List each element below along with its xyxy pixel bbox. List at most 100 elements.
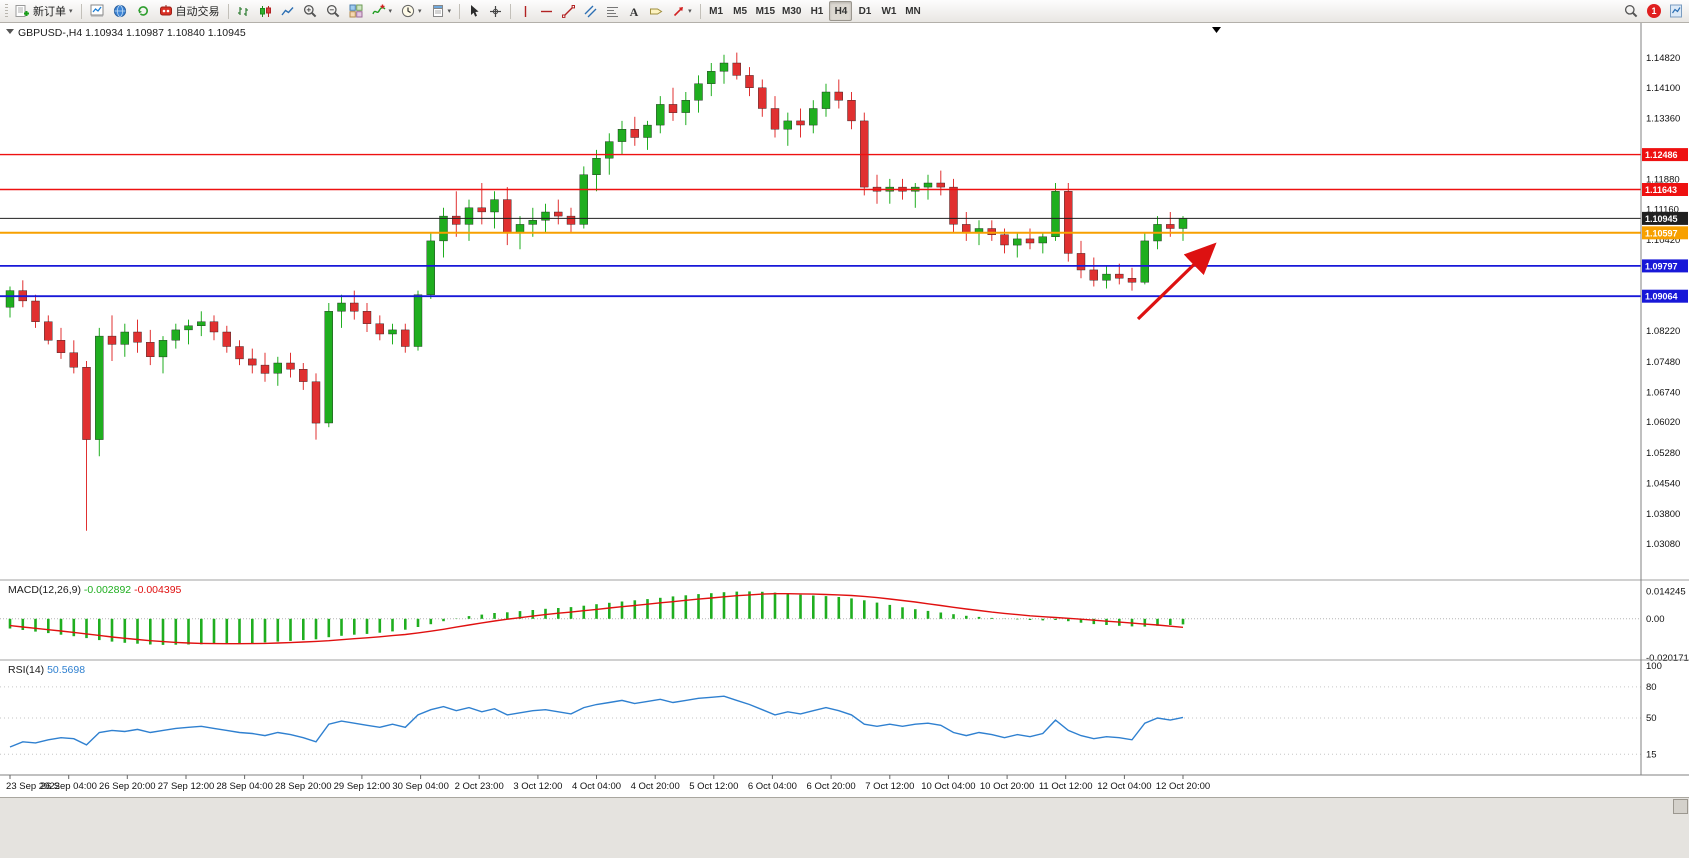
panel-button[interactable] xyxy=(1666,1,1686,21)
svg-text:1.08220: 1.08220 xyxy=(1646,326,1680,337)
line-chart-button[interactable] xyxy=(277,1,298,21)
svg-text:1.07480: 1.07480 xyxy=(1646,357,1680,368)
svg-text:15: 15 xyxy=(1646,749,1657,760)
svg-text:1.03080: 1.03080 xyxy=(1646,539,1680,550)
label-tool-button[interactable] xyxy=(645,1,667,21)
chevron-down-icon: ▾ xyxy=(69,7,73,15)
chart-canvas[interactable]: 1.14820 1.14100 1.13360 1.11880 1.11160 1.104… xyxy=(0,23,1689,797)
main-toolbar: 新订单 ▾ 自动交易 xyxy=(0,0,1689,23)
chart-window[interactable]: 1.14820 1.14100 1.13360 1.11880 1.11160 1.104… xyxy=(0,23,1689,797)
tf-h1[interactable]: H1 xyxy=(805,1,828,21)
rsi-panel: 100 80 50 15 RSI(14) 50.5698 xyxy=(0,661,1662,760)
search-icon xyxy=(1624,4,1638,18)
svg-text:2 Oct 23:00: 2 Oct 23:00 xyxy=(455,781,504,792)
svg-text:100: 100 xyxy=(1646,661,1662,672)
svg-text:1.10420: 1.10420 xyxy=(1646,235,1680,246)
label-icon xyxy=(650,8,663,14)
zoom-out-icon xyxy=(326,4,339,18)
svg-text:28 Sep 20:00: 28 Sep 20:00 xyxy=(275,781,332,792)
chevron-down-icon: ▾ xyxy=(388,7,393,15)
fibonacci-icon xyxy=(607,6,619,17)
svg-text:50: 50 xyxy=(1646,713,1657,724)
profiles-button[interactable] xyxy=(109,1,131,21)
cursor-button[interactable] xyxy=(464,1,484,21)
svg-text:26 Sep 04:00: 26 Sep 04:00 xyxy=(40,781,97,792)
arrow-object-icon xyxy=(673,6,684,16)
svg-text:6 Oct 20:00: 6 Oct 20:00 xyxy=(807,781,856,792)
periods-button[interactable]: ▾ xyxy=(397,1,426,21)
svg-text:1.10945: 1.10945 xyxy=(1645,214,1678,224)
svg-text:29 Sep 12:00: 29 Sep 12:00 xyxy=(334,781,391,792)
svg-text:1.09797: 1.09797 xyxy=(1645,261,1678,271)
svg-text:26 Sep 20:00: 26 Sep 20:00 xyxy=(99,781,156,792)
text-tool-button[interactable]: A xyxy=(624,1,644,21)
bars-icon xyxy=(237,6,248,16)
tf-m1[interactable]: M1 xyxy=(705,1,728,21)
refresh-button[interactable] xyxy=(132,1,154,21)
new-chart-button[interactable] xyxy=(86,1,108,21)
trendline-button[interactable] xyxy=(558,1,579,21)
new-order-button[interactable]: 新订单 ▾ xyxy=(11,1,77,21)
svg-text:5 Oct 12:00: 5 Oct 12:00 xyxy=(689,781,738,792)
templates-icon xyxy=(432,5,443,17)
svg-text:A: A xyxy=(630,5,639,18)
toolbar-drag-handle xyxy=(5,3,8,19)
toolbar-separator xyxy=(227,3,229,19)
svg-text:MACD(12,26,9) -0.002892 -0.004: MACD(12,26,9) -0.002892 -0.004395 xyxy=(8,584,182,596)
cursor-icon xyxy=(471,5,479,17)
svg-text:1.06740: 1.06740 xyxy=(1646,387,1680,398)
symbol-label: GBPUSD-,H4 1.10934 1.10987 1.10840 1.109… xyxy=(6,27,246,39)
indicators-button[interactable]: ▾ xyxy=(368,1,397,21)
crosshair-button[interactable] xyxy=(485,1,506,21)
arrow-annotation xyxy=(1136,242,1217,321)
macd-panel: 0.014245 0.00 -0.020171 MACD(12,26,9) -0.00… xyxy=(0,584,1689,664)
svg-text:3 Oct 12:00: 3 Oct 12:00 xyxy=(513,781,562,792)
toolbar-separator xyxy=(459,3,461,19)
window-bottom-area xyxy=(0,797,1689,858)
tf-w1[interactable]: W1 xyxy=(877,1,900,21)
candles-icon xyxy=(259,5,271,17)
indicators-icon xyxy=(371,4,386,15)
svg-text:10 Oct 20:00: 10 Oct 20:00 xyxy=(980,781,1034,792)
fibonacci-button[interactable] xyxy=(602,1,623,21)
search-button[interactable] xyxy=(1620,1,1642,21)
new-chart-icon xyxy=(90,4,104,17)
autotrading-button[interactable]: 自动交易 xyxy=(155,1,224,21)
svg-text:27 Sep 12:00: 27 Sep 12:00 xyxy=(158,781,215,792)
tf-mn[interactable]: MN xyxy=(901,1,924,21)
svg-text:30 Sep 04:00: 30 Sep 04:00 xyxy=(392,781,449,792)
templates-button[interactable]: ▾ xyxy=(427,1,456,21)
new-order-label: 新订单 xyxy=(33,6,66,18)
channel-button[interactable] xyxy=(580,1,601,21)
tf-h4[interactable]: H4 xyxy=(829,1,853,21)
tile-windows-button[interactable] xyxy=(345,1,367,21)
zoom-out-button[interactable] xyxy=(322,1,344,21)
zoom-in-button[interactable] xyxy=(299,1,321,21)
svg-text:1.04540: 1.04540 xyxy=(1646,479,1680,490)
tf-m15[interactable]: M15 xyxy=(753,1,778,21)
candles-chart-button[interactable] xyxy=(255,1,276,21)
svg-text:4 Oct 20:00: 4 Oct 20:00 xyxy=(631,781,680,792)
vertical-line-button[interactable] xyxy=(515,1,535,21)
bars-chart-button[interactable] xyxy=(233,1,254,21)
svg-text:1.11880: 1.11880 xyxy=(1646,175,1680,186)
notification-badge[interactable]: 1 xyxy=(1647,4,1661,18)
tf-m5[interactable]: M5 xyxy=(729,1,752,21)
svg-text:6 Oct 04:00: 6 Oct 04:00 xyxy=(748,781,797,792)
arrow-objects-button[interactable]: ▾ xyxy=(668,1,696,21)
horizontal-line-button[interactable] xyxy=(536,1,557,21)
svg-text:1.13360: 1.13360 xyxy=(1646,113,1680,124)
toolbar-separator xyxy=(80,3,82,19)
scrollbar-corner[interactable] xyxy=(1673,799,1688,814)
tf-d1[interactable]: D1 xyxy=(853,1,876,21)
chevron-down-icon: ▾ xyxy=(447,7,452,15)
tf-m30[interactable]: M30 xyxy=(779,1,804,21)
chevron-down-icon: ▾ xyxy=(688,7,692,15)
price-axis: 1.14820 1.14100 1.13360 1.11880 1.11160 1.104… xyxy=(1646,53,1680,550)
svg-text:7 Oct 12:00: 7 Oct 12:00 xyxy=(865,781,914,792)
svg-text:1.03800: 1.03800 xyxy=(1646,509,1680,520)
svg-text:1.14100: 1.14100 xyxy=(1646,83,1680,94)
svg-text:23 Sep 2022: 23 Sep 2022 xyxy=(6,781,60,792)
channel-icon xyxy=(584,5,597,17)
